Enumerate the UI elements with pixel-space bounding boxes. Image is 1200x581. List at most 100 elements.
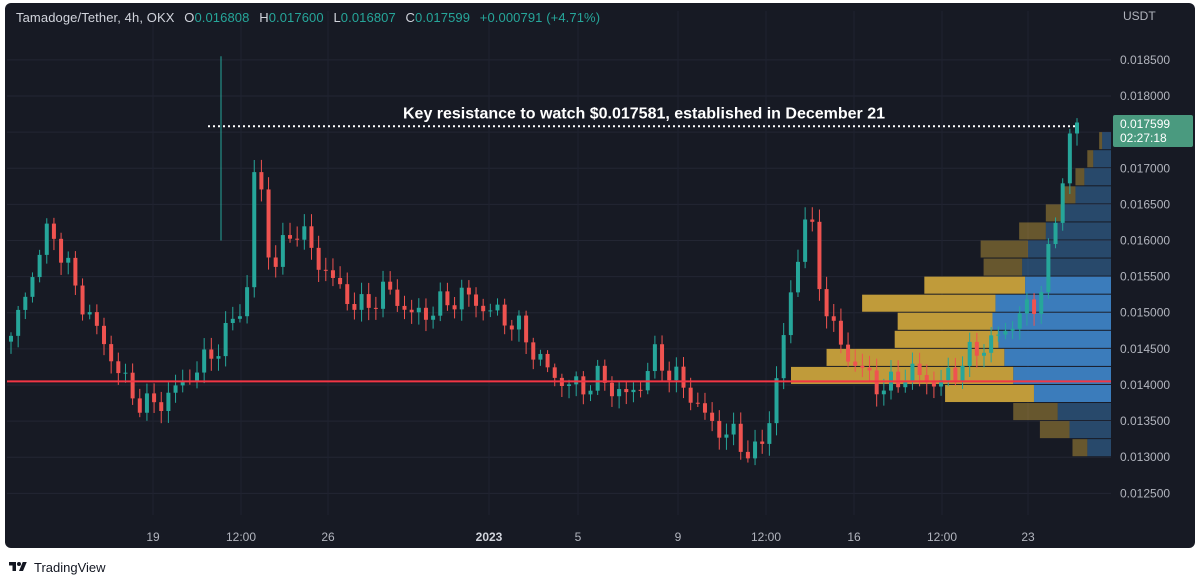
candle-body (803, 219, 808, 262)
candle-body (488, 310, 493, 312)
price-tick-label: 0.016000 (1120, 233, 1170, 247)
tradingview-logo-icon (9, 562, 27, 571)
candle-body (745, 451, 750, 459)
chart-panel[interactable]: Key resistance to watch $0.017581, estab… (5, 3, 1195, 548)
candle-body (288, 235, 293, 239)
time-tick-label: 16 (847, 530, 861, 544)
candle-body (94, 312, 99, 326)
vp-up-bar (1045, 222, 1111, 240)
vp-up-bar (1069, 421, 1111, 439)
price-tick-label: 0.014000 (1120, 378, 1170, 392)
price-tick-label: 0.013500 (1120, 414, 1170, 428)
candle-body (695, 402, 700, 404)
vp-down-bar (983, 258, 1023, 276)
candle-body (1060, 183, 1065, 223)
vp-up-bar (1013, 366, 1111, 384)
candle-body (953, 367, 958, 381)
vp-down-bar (897, 312, 993, 330)
candle-body (109, 344, 114, 362)
candle-body (130, 372, 135, 399)
candle-body (352, 304, 357, 310)
candle-body (366, 294, 371, 308)
candle-body (946, 367, 951, 381)
candle-body (495, 304, 500, 311)
time-tick-label: 9 (675, 530, 682, 544)
candle-body (652, 344, 657, 372)
candle-body (595, 365, 600, 391)
candle-body (388, 281, 393, 290)
candle-body (552, 367, 557, 378)
currency-label: USDT (1123, 9, 1156, 23)
current-price-value: 0.017599 (1120, 117, 1170, 131)
vp-down-bar (1019, 222, 1046, 240)
candle-body (538, 353, 543, 360)
price-tick-label: 0.013000 (1120, 450, 1170, 464)
candle-body (474, 294, 479, 306)
candle-body (574, 376, 579, 385)
candle-body (509, 325, 514, 330)
time-tick-label: 19 (146, 530, 160, 544)
candle-body (438, 291, 443, 316)
candle-body (588, 390, 593, 395)
tradingview-branding[interactable]: TradingView (8, 556, 106, 578)
candle-body (302, 226, 307, 240)
vp-up-bar (1102, 132, 1111, 150)
candle-body (781, 335, 786, 379)
candle-body (545, 353, 550, 368)
candle-body (817, 221, 822, 290)
symbol-legend: Tamadoge/Tether, 4h, OKX O0.016808 H0.01… (16, 10, 600, 25)
candle-body (903, 380, 908, 388)
candle-body (51, 223, 56, 239)
candle-body (359, 294, 364, 310)
candle-body (73, 257, 78, 286)
vp-down-bar (1072, 439, 1088, 457)
candle-body (452, 305, 457, 310)
candle-body (280, 235, 285, 267)
time-tick-label: 12:00 (927, 530, 957, 544)
candle-body (459, 287, 464, 310)
candle-body (939, 380, 944, 387)
vp-down-bar (1013, 403, 1058, 421)
candle-body (738, 423, 743, 452)
time-tick-label: 5 (575, 530, 582, 544)
candle-body (1067, 133, 1072, 184)
vp-down-bar (1045, 204, 1064, 222)
price-tick-label: 0.017000 (1120, 161, 1170, 175)
candle-body (123, 372, 128, 374)
candle-body (180, 380, 185, 386)
candle-body (230, 318, 235, 323)
candle-body (1046, 244, 1051, 293)
candle-body (445, 291, 450, 306)
candle-body (896, 371, 901, 388)
candle-body (402, 305, 407, 310)
candle-body (252, 172, 257, 288)
candle-body (1032, 299, 1037, 314)
candle-body (996, 334, 1001, 336)
price-tick-label: 0.015000 (1120, 306, 1170, 320)
candle-body (102, 325, 107, 345)
candle-body (409, 309, 414, 313)
candle-body (681, 366, 686, 388)
candle-body (1010, 328, 1015, 331)
time-axis[interactable]: 19 12:00 26 2023 5 9 12:00 16 12:00 23 (146, 530, 1035, 544)
candle-body (80, 285, 85, 315)
time-tick-label: 26 (321, 530, 335, 544)
price-tick-label: 0.015500 (1120, 270, 1170, 284)
candle-body (717, 420, 722, 438)
candle-body (881, 390, 886, 395)
candle-body (967, 341, 972, 366)
candle-body (567, 384, 572, 387)
candle-body (674, 366, 679, 381)
price-chart[interactable]: Key resistance to watch $0.017581, estab… (5, 3, 1195, 548)
price-tick-label: 0.018500 (1120, 53, 1170, 67)
open-label: O (184, 10, 195, 25)
open-value: 0.016808 (194, 10, 250, 25)
candle-body (788, 292, 793, 336)
candle-body (810, 219, 815, 222)
candle-body (323, 269, 328, 271)
candle-body (316, 247, 321, 270)
resistance-annotation: Key resistance to watch $0.017581, estab… (403, 105, 885, 122)
price-axis[interactable]: 0.0185000.0180000.0175000.0170000.016500… (1120, 53, 1170, 500)
candle-body (831, 316, 836, 321)
candle-body (667, 370, 672, 381)
